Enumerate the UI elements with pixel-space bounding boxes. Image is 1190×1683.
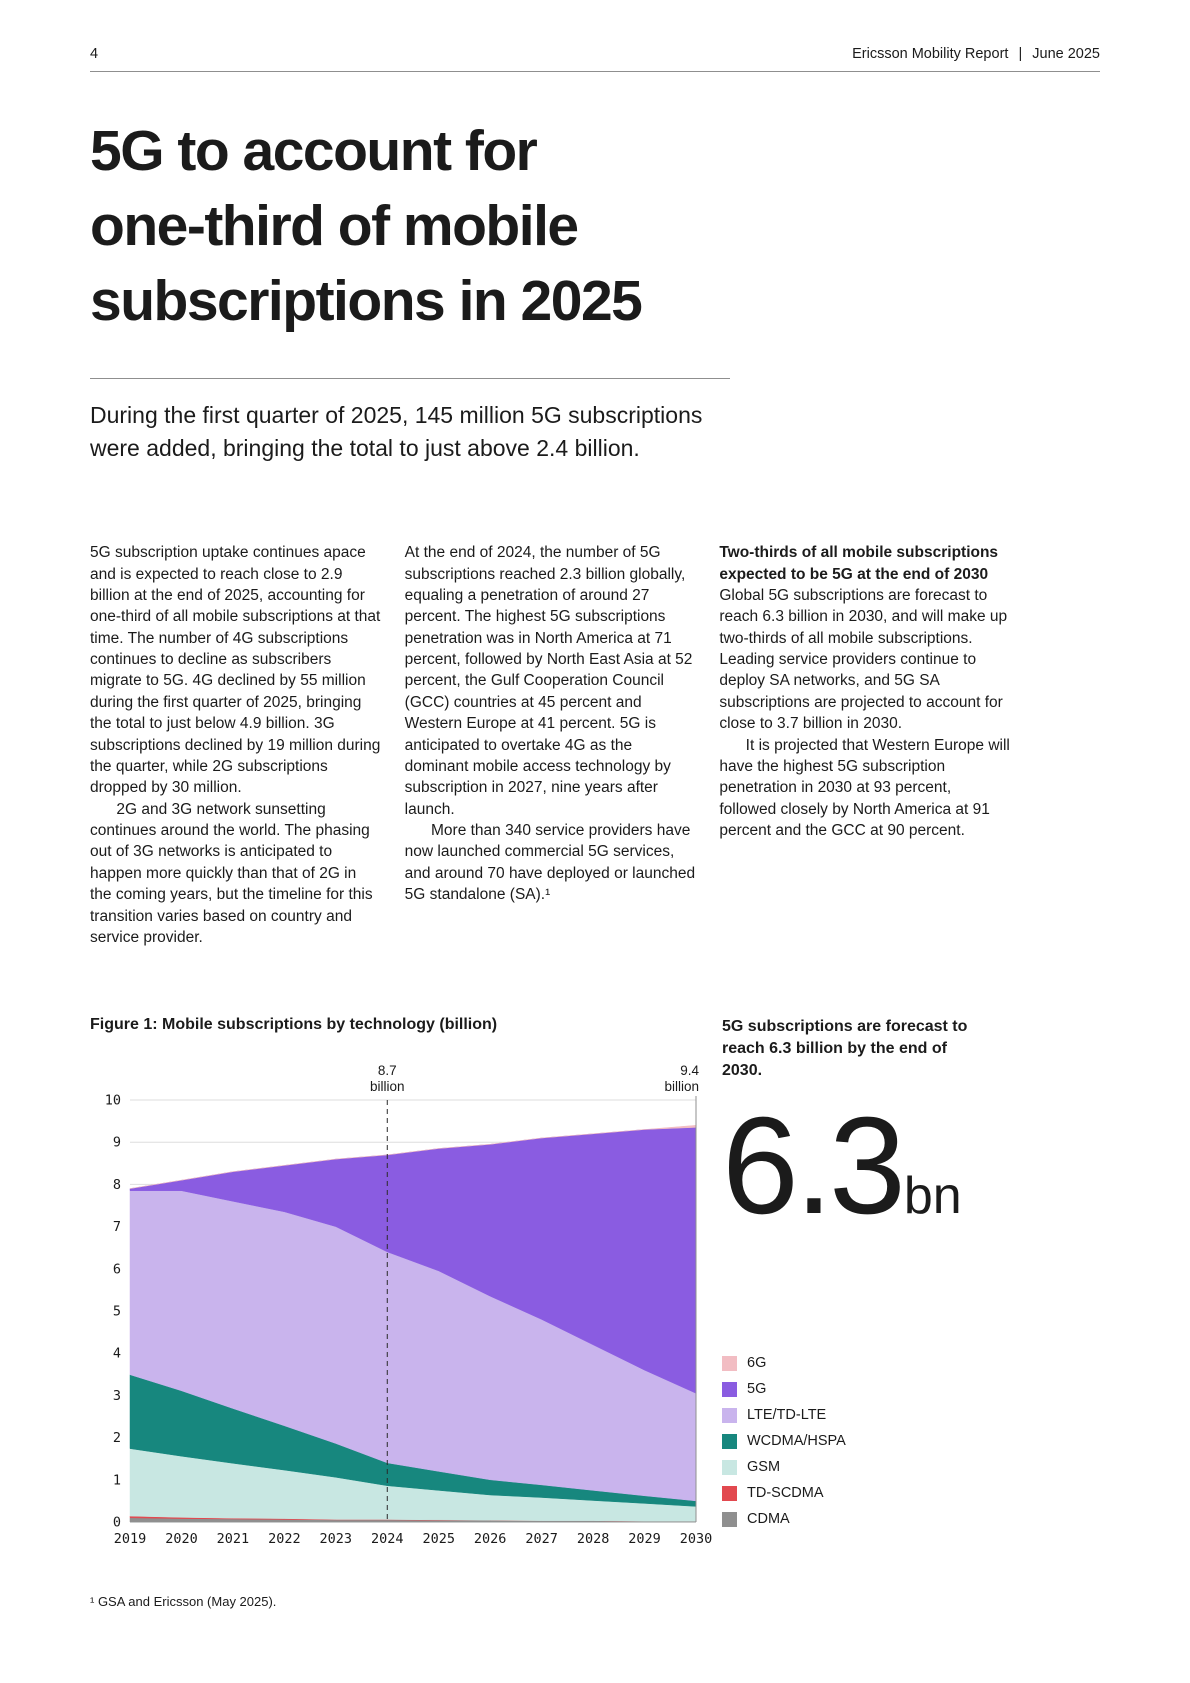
column-1: 5G subscription uptake continues apace a… xyxy=(90,542,381,948)
x-tick-label: 2019 xyxy=(114,1531,147,1547)
x-tick-label: 2023 xyxy=(320,1531,353,1547)
y-tick-label: 9 xyxy=(113,1135,121,1151)
x-tick-label: 2030 xyxy=(680,1531,713,1547)
x-tick-label: 2027 xyxy=(525,1531,558,1547)
y-tick-label: 7 xyxy=(113,1219,121,1235)
column-3: Two-thirds of all mobile subscriptions e… xyxy=(719,542,1010,948)
header-separator: | xyxy=(1018,46,1023,62)
legend-label: GSM xyxy=(747,1459,781,1476)
legend-item: LTE/TD-LTE xyxy=(722,1407,1100,1423)
page-number: 4 xyxy=(90,46,99,62)
running-title: Ericsson Mobility Report | June 2025 xyxy=(846,46,1100,62)
legend-label: WCDMA/HSPA xyxy=(747,1433,846,1450)
legend-swatch xyxy=(722,1433,737,1449)
legend-item: GSM xyxy=(722,1459,1100,1475)
body-columns: 5G subscription uptake continues apace a… xyxy=(90,542,1010,948)
report-date: June 2025 xyxy=(1032,46,1100,62)
legend-swatch xyxy=(722,1485,737,1501)
paragraph: At the end of 2024, the number of 5G sub… xyxy=(404,544,693,818)
annotation-unit: billion xyxy=(370,1079,405,1094)
annotation-value: 8.7 xyxy=(378,1063,397,1078)
y-tick-label: 10 xyxy=(105,1093,121,1109)
legend-item: 5G xyxy=(722,1381,1100,1397)
legend-swatch xyxy=(722,1511,737,1527)
legend-item: WCDMA/HSPA xyxy=(722,1433,1100,1449)
title-rule xyxy=(90,377,730,379)
legend-item: 6G xyxy=(722,1355,1100,1371)
paragraph: More than 340 service providers have now… xyxy=(404,822,696,904)
column-2: At the end of 2024, the number of 5G sub… xyxy=(405,542,696,948)
y-tick-label: 1 xyxy=(113,1473,121,1489)
big-number-unit: bn xyxy=(903,1167,962,1226)
y-tick-label: 6 xyxy=(113,1262,121,1278)
paragraph: 2G and 3G network sunsetting continues a… xyxy=(90,800,373,946)
legend-label: CDMA xyxy=(747,1511,790,1528)
x-tick-label: 2020 xyxy=(165,1531,198,1547)
legend-item: TD-SCDMA xyxy=(722,1485,1100,1501)
big-number: 6.3 bn xyxy=(722,1097,1100,1235)
legend-item: CDMA xyxy=(722,1511,1100,1527)
y-tick-label: 4 xyxy=(113,1346,121,1362)
figure-sidebar: 5G subscriptions are forecast to reach 6… xyxy=(722,1016,1100,1560)
y-tick-label: 0 xyxy=(113,1515,121,1531)
annotation-unit: billion xyxy=(664,1079,699,1094)
figure-caption: Figure 1: Mobile subscriptions by techno… xyxy=(90,1016,498,1034)
x-tick-label: 2025 xyxy=(422,1531,455,1547)
legend-swatch xyxy=(722,1355,737,1371)
legend-label: LTE/TD-LTE xyxy=(747,1407,827,1424)
legend-label: TD-SCDMA xyxy=(747,1485,824,1502)
x-tick-label: 2028 xyxy=(577,1531,610,1547)
page-title-line: subscriptions in 2025 xyxy=(90,269,643,334)
page-title: 5G to account for one-third of mobile su… xyxy=(90,114,1100,340)
page-header: 4 Ericsson Mobility Report | June 2025 xyxy=(90,46,1100,71)
callout-text: 5G subscriptions are forecast to reach 6… xyxy=(722,1018,968,1079)
report-name: Ericsson Mobility Report xyxy=(852,46,1009,62)
y-tick-label: 3 xyxy=(113,1388,121,1404)
legend-swatch xyxy=(722,1407,737,1423)
page-subtitle: During the first quarter of 2025, 145 mi… xyxy=(90,399,1100,464)
column-heading: Two-thirds of all mobile subscriptions e… xyxy=(719,544,999,583)
big-number-value: 6.3 xyxy=(722,1089,906,1244)
legend-label: 6G xyxy=(747,1355,767,1372)
page-subtitle-line: were added, bringing the total to just a… xyxy=(90,434,640,461)
y-tick-label: 5 xyxy=(113,1304,121,1320)
page-title-line: one-third of mobile xyxy=(90,194,579,259)
page-title-line: 5G to account for xyxy=(90,119,538,183)
x-tick-label: 2029 xyxy=(628,1531,661,1547)
legend-swatch xyxy=(722,1459,737,1475)
legend-label: 5G xyxy=(747,1381,767,1398)
x-tick-label: 2024 xyxy=(371,1531,404,1547)
x-tick-label: 2021 xyxy=(217,1531,250,1547)
paragraph: 5G subscription uptake continues apace a… xyxy=(90,544,381,797)
paragraph: It is projected that Western Europe will… xyxy=(719,736,1010,840)
figure-1: Figure 1: Mobile subscriptions by techno… xyxy=(90,1016,722,1560)
figure-section: Figure 1: Mobile subscriptions by techno… xyxy=(90,1016,1100,1560)
legend-swatch xyxy=(722,1381,737,1397)
footnote: ¹ GSA and Ericsson (May 2025). xyxy=(90,1594,277,1610)
page-subtitle-line: During the first quarter of 2025, 145 mi… xyxy=(90,401,703,428)
paragraph: Global 5G subscriptions are forecast to … xyxy=(719,586,1008,733)
legend: 6G 5G LTE/TD-LTE WCDMA/HSPA GSM TD-SCDMA CDMA xyxy=(722,1355,1100,1527)
x-tick-label: 2026 xyxy=(474,1531,507,1547)
subscriptions-chart: 0 1 2 3 4 5 6 7 8 9 10 2019 2020 2021 2022 2023 2024 2025… xyxy=(105,1063,713,1547)
y-tick-label: 8 xyxy=(113,1177,121,1193)
y-tick-label: 2 xyxy=(113,1430,121,1446)
x-tick-label: 2022 xyxy=(268,1531,301,1547)
annotation-value: 9.4 xyxy=(680,1063,699,1078)
header-rule xyxy=(90,71,1100,72)
